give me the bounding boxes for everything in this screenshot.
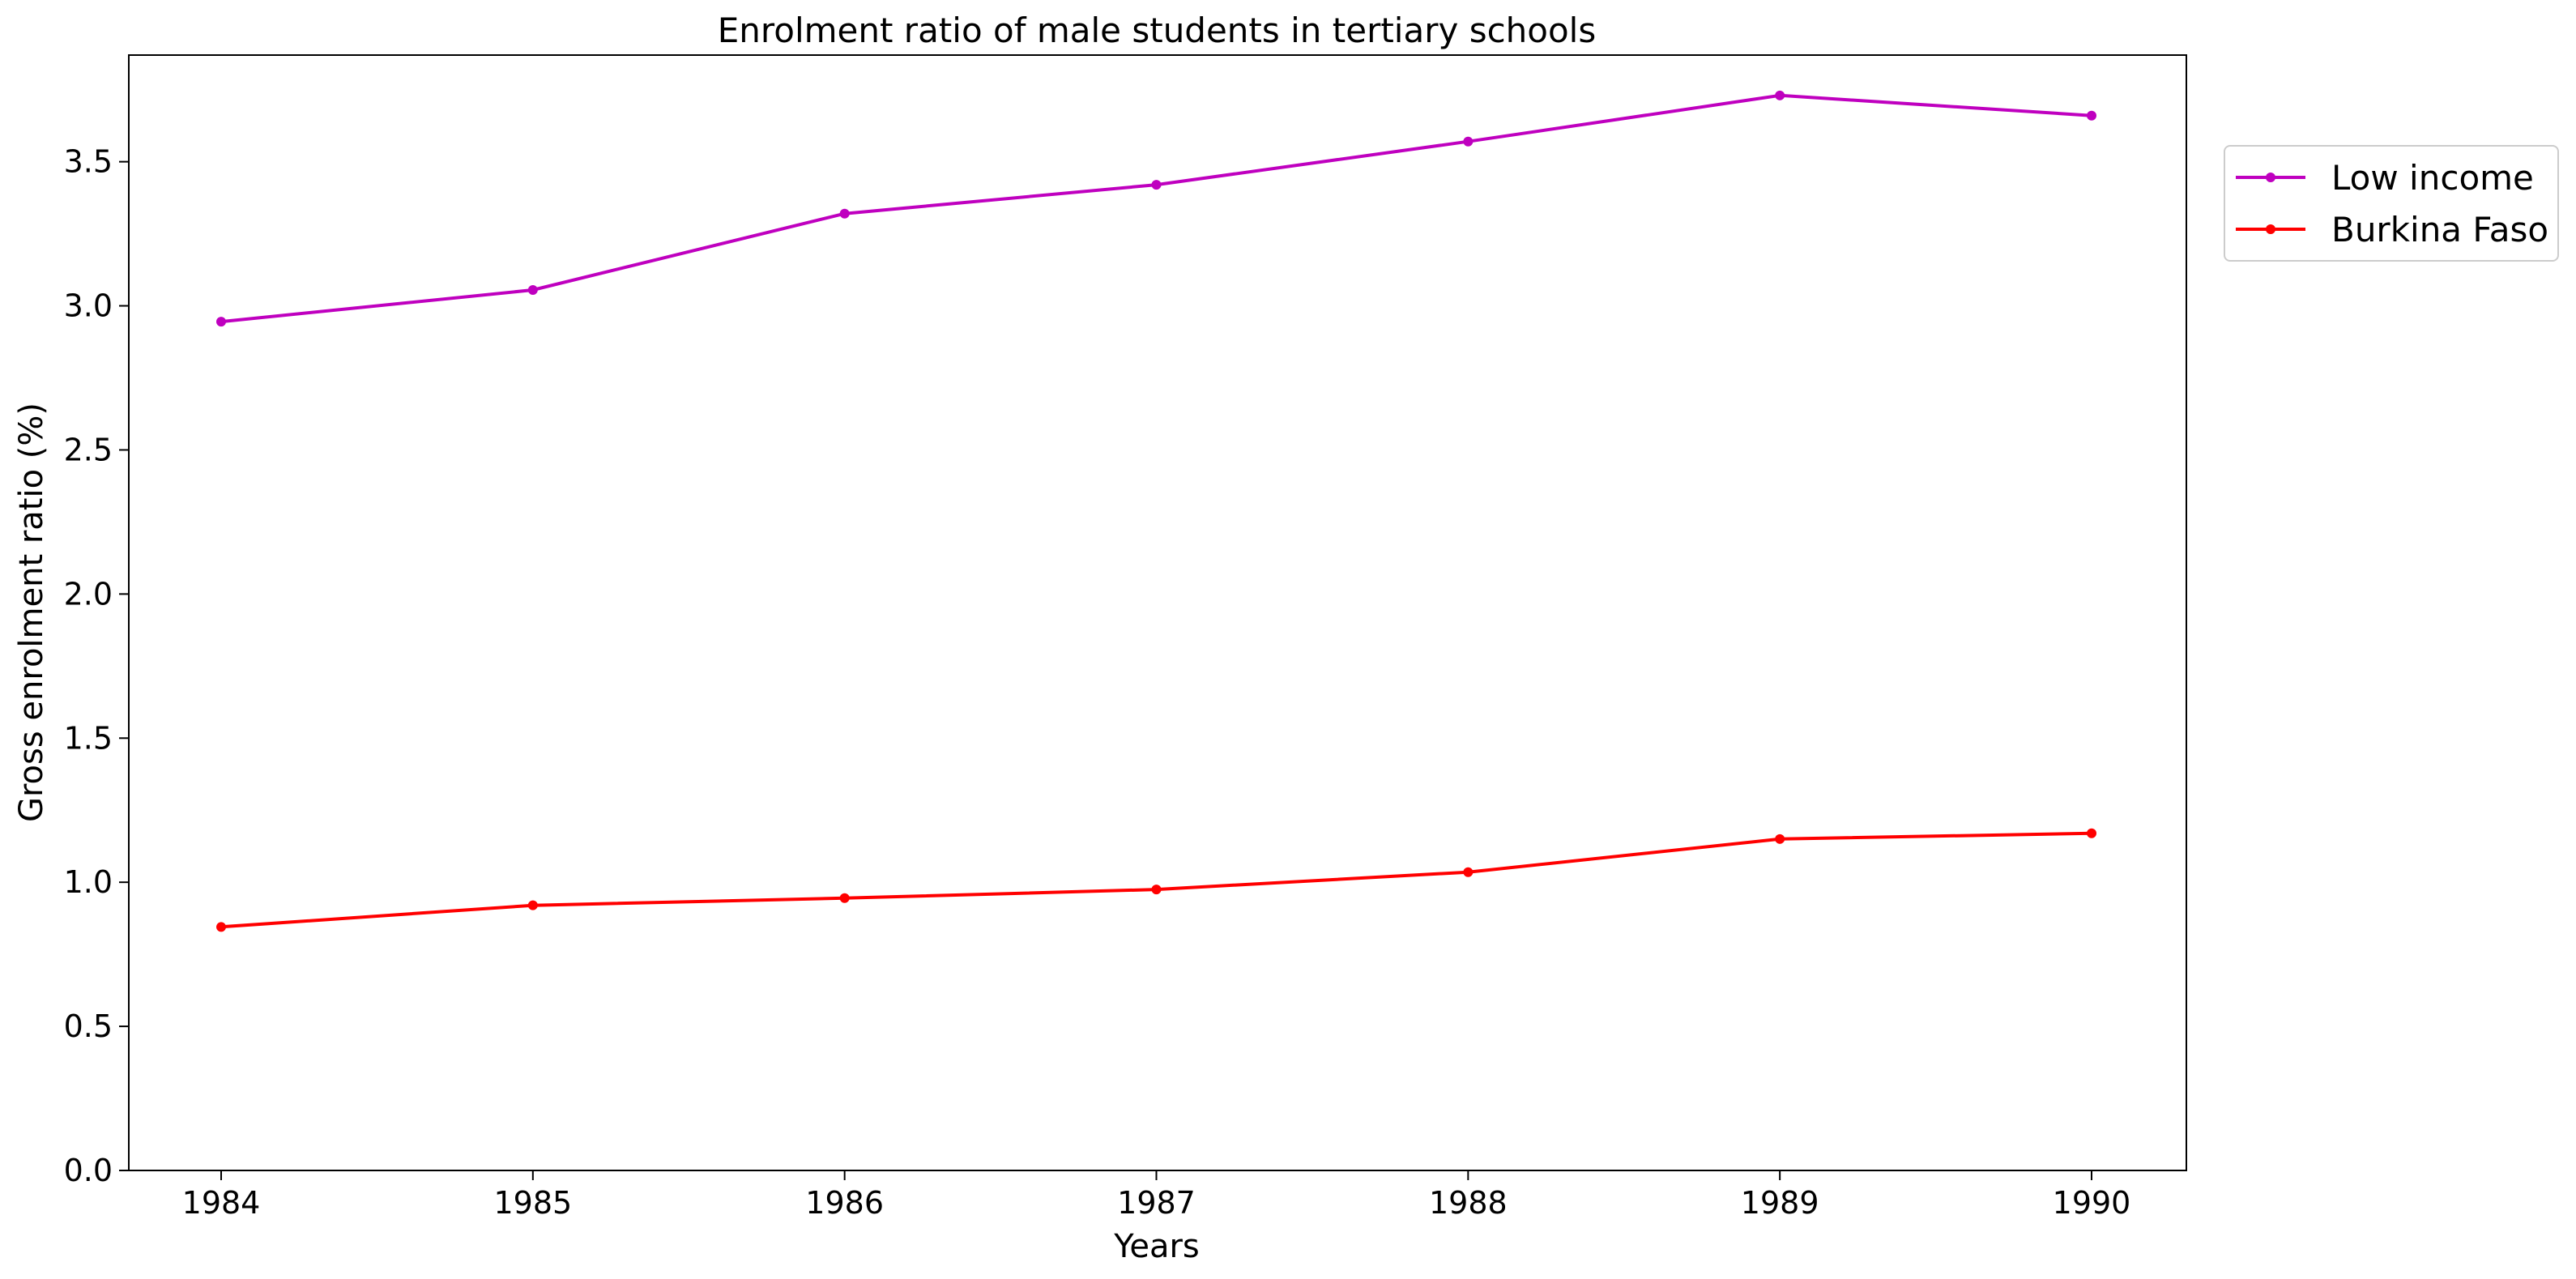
data-point (216, 317, 226, 327)
x-tick-label: 1989 (1741, 1185, 1819, 1221)
legend: Low income Burkina Faso (2224, 145, 2559, 262)
legend-box (2224, 145, 2559, 262)
legend-label: Burkina Faso (2331, 210, 2548, 249)
x-tick-label: 1990 (2053, 1185, 2131, 1221)
data-point (1151, 885, 1162, 895)
x-tick-label: 1985 (493, 1185, 572, 1221)
y-tick-label: 3.0 (64, 288, 113, 324)
data-point (1463, 136, 1474, 147)
data-point (839, 893, 850, 903)
x-axis: 1984 1985 1986 1987 1988 1989 1990 (182, 1170, 2131, 1221)
series-line (220, 831, 2092, 929)
data-point (2087, 110, 2096, 121)
x-axis-title: Years (1113, 1228, 1200, 1265)
data-point (216, 922, 226, 932)
y-tick-label: 2.0 (64, 576, 113, 612)
y-tick-label: 1.0 (64, 864, 113, 900)
x-tick-label: 1987 (1117, 1185, 1196, 1221)
y-axis-title: Gross enrolment ratio (%) (13, 403, 50, 822)
data-point (1151, 180, 1162, 190)
series-line (220, 93, 2092, 324)
data-point (527, 900, 538, 910)
legend-marker (2266, 173, 2275, 182)
data-point (1463, 867, 1474, 877)
series-layer (216, 90, 2096, 932)
y-tick-label: 1.5 (64, 720, 113, 756)
y-tick-label: 0.0 (64, 1153, 113, 1188)
series-low-income (216, 90, 2096, 327)
plot-area (128, 54, 2187, 1171)
plot-frame (128, 54, 2187, 1171)
data-point (527, 284, 538, 295)
legend-marker (2266, 224, 2275, 234)
data-point (1775, 833, 1785, 844)
y-tick-label: 3.5 (64, 144, 113, 180)
data-point (2087, 828, 2096, 838)
chart-title: Enrolment ratio of male students in tert… (718, 11, 1596, 50)
y-tick-label: 0.5 (64, 1008, 113, 1044)
x-tick-label: 1988 (1429, 1185, 1508, 1221)
x-tick-label: 1984 (182, 1185, 261, 1221)
legend-label: Low income (2331, 158, 2534, 198)
data-point (1775, 90, 1785, 100)
data-point (839, 208, 850, 219)
y-axis: 0.0 0.5 1.0 1.5 2.0 2.5 3.0 3.5 (64, 144, 129, 1188)
x-tick-label: 1986 (805, 1185, 884, 1221)
y-tick-label: 2.5 (64, 432, 113, 467)
series-burkina-faso (216, 828, 2096, 932)
